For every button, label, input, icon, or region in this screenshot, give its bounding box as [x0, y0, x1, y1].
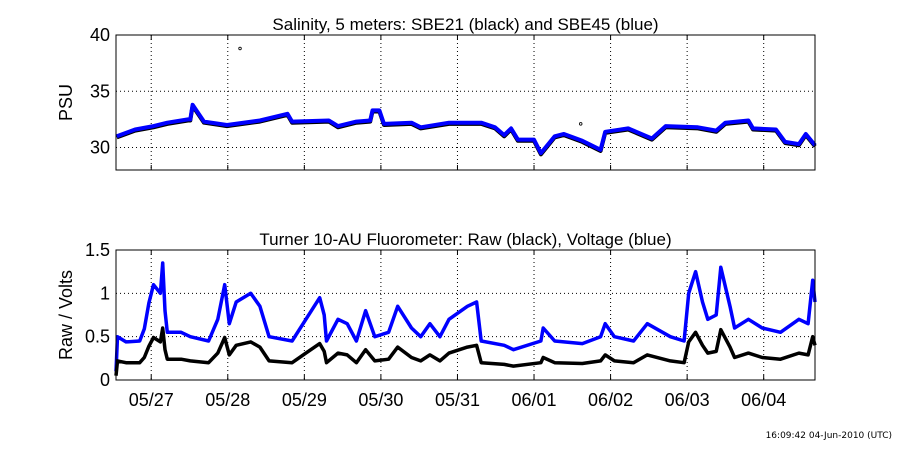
y-tick-label: 0	[100, 370, 110, 390]
y-axis-label: Raw / Volts	[56, 270, 76, 360]
timestamp: 16:09:42 04-Jun-2010 (UTC)	[765, 431, 892, 441]
y-axis-label: PSU	[56, 84, 76, 121]
plot-fluorometer: 0 0.5 1 1.5 05/27 05/28 05/29 05/30 05/31 06/01 06…	[56, 230, 817, 410]
y-tick-label: 40	[90, 25, 110, 45]
axes-frame	[115, 249, 816, 381]
x-tick-label: 06/03	[665, 390, 710, 410]
chart-title: Turner 10-AU Fluorometer: Raw (black), V…	[259, 230, 671, 249]
y-tick-label: 0.5	[85, 327, 110, 347]
outlier-point	[238, 46, 242, 51]
x-tick-label: 05/31	[435, 390, 480, 410]
outlier-point	[579, 122, 583, 126]
y-tick-label: 30	[90, 138, 110, 158]
series-line-raw	[114, 326, 817, 376]
axes-frame	[115, 34, 816, 171]
x-tick-label: 05/29	[282, 390, 327, 410]
plot-salinity: 30 35 40 Salinity, 5 meters: SBE21 (black) …	[56, 15, 817, 171]
x-tick-label: 06/01	[511, 390, 556, 410]
x-tick-label: 06/04	[741, 390, 786, 410]
plot-background	[116, 250, 815, 380]
y-tick-label: 1.5	[85, 240, 110, 260]
series-line-voltage	[114, 261, 817, 372]
x-tick-label: 05/27	[129, 390, 174, 410]
x-tick-label: 05/30	[358, 390, 403, 410]
plot-background	[116, 35, 815, 170]
x-tick-label: 06/02	[588, 390, 633, 410]
y-tick-label: 35	[90, 81, 110, 101]
y-tick-label: 1	[100, 283, 110, 303]
series-line-sbe45	[116, 102, 817, 156]
chart-title: Salinity, 5 meters: SBE21 (black) and SB…	[272, 15, 658, 34]
x-tick-label: 05/28	[205, 390, 250, 410]
